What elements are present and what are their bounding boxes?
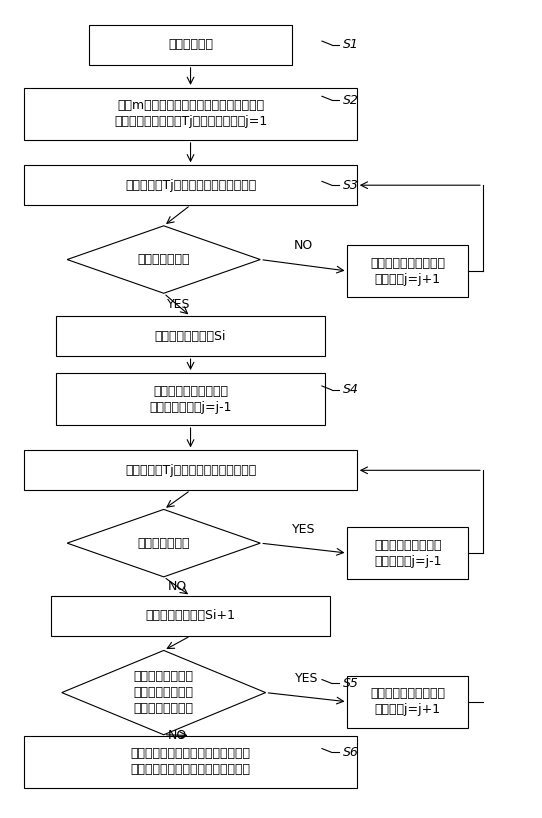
Text: 换用刺激度高一级的测
试芯，即j=j+1: 换用刺激度高一级的测 试芯，即j=j+1 xyxy=(370,257,446,285)
FancyBboxPatch shape xyxy=(347,527,468,579)
Text: 使用测试芯Tj的检测尖部刺激受试区域: 使用测试芯Tj的检测尖部刺激受试区域 xyxy=(125,464,256,477)
Text: 第一疼痛値与第二
疼痛値的记录总数
是否小于设定数量: 第一疼痛値与第二 疼痛値的记录总数 是否小于设定数量 xyxy=(134,670,193,715)
Text: 是否有疼痛反应: 是否有疼痛反应 xyxy=(138,537,190,550)
Text: S5: S5 xyxy=(344,676,359,690)
FancyBboxPatch shape xyxy=(347,676,468,728)
Text: 进行检测定位: 进行检测定位 xyxy=(168,38,213,52)
FancyBboxPatch shape xyxy=(24,451,357,490)
Text: NO: NO xyxy=(167,729,187,742)
Text: 换用刺激度高一级的测
试芯，即j=j+1: 换用刺激度高一级的测 试芯，即j=j+1 xyxy=(370,687,446,717)
Text: YES: YES xyxy=(167,299,190,312)
Polygon shape xyxy=(67,510,260,577)
Text: YES: YES xyxy=(295,672,318,685)
FancyBboxPatch shape xyxy=(24,735,357,788)
Polygon shape xyxy=(62,650,266,735)
FancyBboxPatch shape xyxy=(51,596,330,636)
Text: 换用刺激度低一级的
测试芯，即j=j-1: 换用刺激度低一级的 测试芯，即j=j-1 xyxy=(374,538,442,568)
Text: S6: S6 xyxy=(344,746,359,759)
Text: 使用测试芯Tj的检测尖部刺激受试区域: 使用测试芯Tj的检测尖部刺激受试区域 xyxy=(125,178,256,191)
Text: NO: NO xyxy=(167,580,187,593)
Text: 是否有疼痛反应: 是否有疼痛反应 xyxy=(138,253,190,266)
Text: 计算出所得所有的第一疼痛値与第二
疼痛値的平均値，即为机械疼痛阈値: 计算出所得所有的第一疼痛値与第二 疼痛値的平均値，即为机械疼痛阈値 xyxy=(131,747,250,776)
FancyBboxPatch shape xyxy=(56,317,325,356)
Polygon shape xyxy=(67,226,260,294)
Text: 备置m个刺激强度依次递增的测试芯，使用
硬度値最小的测试芯Tj进行测试，即令j=1: 备置m个刺激强度依次递增的测试芯，使用 硬度値最小的测试芯Tj进行测试，即令j=… xyxy=(114,100,267,128)
Text: YES: YES xyxy=(292,523,315,536)
FancyBboxPatch shape xyxy=(24,88,357,140)
Text: 记录为第二疼痛値Si+1: 记录为第二疼痛値Si+1 xyxy=(146,609,236,622)
Text: S4: S4 xyxy=(344,384,359,397)
FancyBboxPatch shape xyxy=(24,165,357,205)
Text: S2: S2 xyxy=(344,93,359,106)
FancyBboxPatch shape xyxy=(347,245,468,297)
FancyBboxPatch shape xyxy=(56,373,325,425)
Text: 记录为第一疼痛値Si: 记录为第一疼痛値Si xyxy=(155,330,226,343)
FancyBboxPatch shape xyxy=(88,25,293,65)
Text: S1: S1 xyxy=(344,38,359,52)
Text: NO: NO xyxy=(294,239,313,252)
Text: S3: S3 xyxy=(344,178,359,191)
Text: 选择比当前刺激度低一
级的测试芯，即j=j-1: 选择比当前刺激度低一 级的测试芯，即j=j-1 xyxy=(149,384,232,414)
